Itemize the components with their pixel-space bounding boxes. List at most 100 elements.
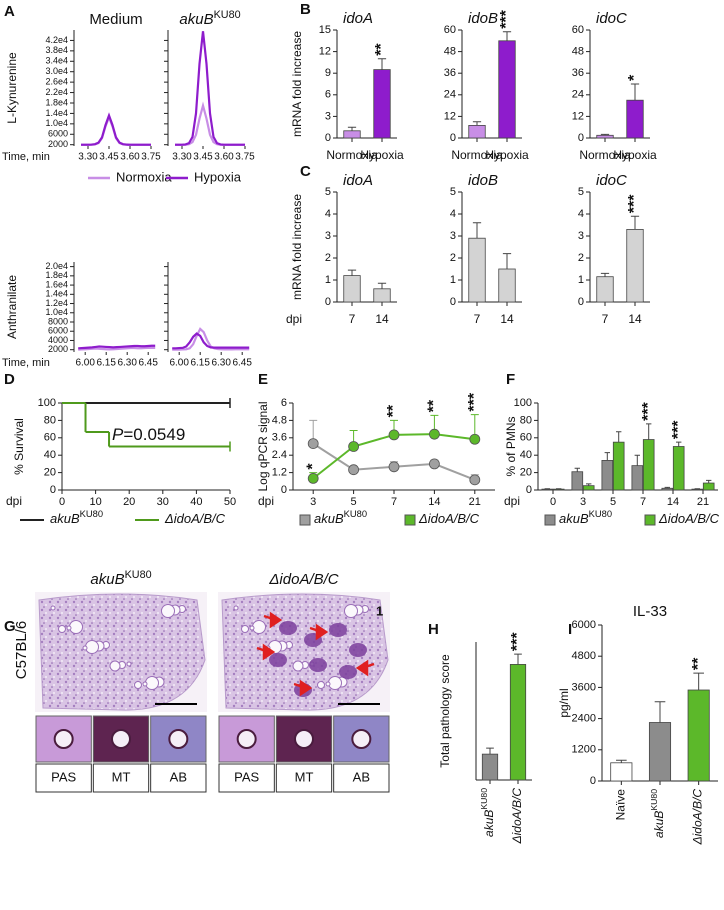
annotation-text: =0.0549 (123, 425, 185, 444)
y-tick-label: 3 (578, 230, 584, 242)
label-superscript: KU80 (214, 9, 241, 21)
arrow (263, 611, 283, 629)
y-tick-label: 1.8e4 (45, 97, 68, 107)
y-tick-label: 0 (450, 132, 456, 144)
y-tick-label: 36 (572, 67, 584, 79)
plot-title: IL-33 (633, 603, 667, 620)
y-tick-label: 5 (578, 186, 584, 198)
inset-airway (53, 729, 74, 749)
y-tick-label: 60 (444, 24, 456, 36)
x-tick-label: 6.15 (190, 358, 210, 369)
y-tick-label: 1 (450, 274, 456, 286)
x-tick-label: 7 (349, 312, 356, 326)
y-tick-label: 2 (578, 252, 584, 264)
bar (601, 460, 614, 491)
trace (172, 332, 250, 350)
bar (672, 446, 685, 491)
x-tick-label: 14 (375, 312, 389, 326)
panel-letter: C (300, 163, 311, 180)
y-tick-label: 1 (578, 274, 584, 286)
x-tick-label: 6.30 (211, 358, 231, 369)
error-bar (586, 483, 592, 486)
y-tick-label: 0 (325, 132, 331, 144)
inset-airway (294, 729, 314, 749)
bar (691, 488, 704, 491)
airway (58, 625, 66, 633)
bar (509, 664, 527, 781)
label-text: ΔidoA/B/C (510, 788, 524, 845)
x-tick-label: 3.45 (193, 152, 213, 163)
label-text: akuB (50, 511, 80, 526)
y-tick-label: 2 (450, 252, 456, 264)
x-tick-label: 21 (469, 496, 481, 508)
significance: * (626, 74, 643, 81)
bar (468, 237, 486, 303)
error-bar (347, 126, 357, 131)
stain-label: PAS (51, 769, 76, 784)
panel-letter: E (258, 371, 268, 388)
arrow (256, 643, 276, 661)
y-tick-label: 2000 (48, 344, 68, 354)
panel-letter: B (300, 1, 311, 18)
x-tick-label: 6.15 (96, 358, 116, 369)
x-tick-label: 7 (602, 312, 609, 326)
y-axis-label: % Survival (12, 418, 26, 475)
significance: *** (466, 392, 483, 411)
y-tick-label: 9 (325, 67, 331, 79)
error-bar (676, 441, 682, 447)
y-tick-label: 4 (578, 208, 584, 220)
x-tick-label: Hypoxia (360, 148, 404, 162)
bar (631, 465, 644, 491)
stain-box (92, 763, 150, 793)
bar (648, 722, 672, 782)
point (348, 441, 360, 452)
point (469, 433, 481, 445)
error-bar (472, 121, 482, 126)
airway (252, 620, 266, 634)
x-tick-label: 0 (550, 496, 556, 508)
x-axis-label: Time, min (2, 151, 50, 163)
y-tick-label: 5 (450, 186, 456, 198)
x-tick-label: akuBKU80 (649, 789, 666, 838)
legend-label: Normoxia (116, 169, 172, 184)
bar (552, 488, 565, 491)
bar (612, 441, 625, 491)
legend-label: Hypoxia (194, 169, 242, 184)
label-superscript: KU80 (479, 788, 489, 810)
point (348, 464, 360, 476)
bar (582, 485, 595, 491)
label-text: Medium (89, 11, 142, 28)
label-superscript: KU80 (80, 509, 103, 519)
y-tick-label: 20 (44, 467, 56, 479)
point (428, 428, 440, 440)
error-bar (600, 133, 610, 136)
x-tick-label: Hypoxia (613, 148, 657, 162)
bar (481, 753, 499, 781)
bar (468, 125, 486, 139)
y-tick-label: 60 (44, 432, 56, 444)
y-tick-label: 2.0e4 (45, 261, 68, 271)
panel-letter: D (4, 371, 15, 388)
error-bar (377, 58, 387, 70)
error-bar (693, 672, 704, 690)
y-axis-label: L-Kynurenine (5, 52, 19, 124)
x-tick-label: 14 (500, 312, 514, 326)
x-axis-label: Time, min (2, 357, 50, 369)
y-tick-label: 2.6e4 (45, 77, 68, 87)
y-axis-label: mRNA fold increase (290, 194, 304, 300)
lesion (349, 643, 367, 657)
y-tick-label: 1.4e4 (45, 289, 68, 299)
lesion (279, 621, 297, 635)
x-tick-label: Normoxia (579, 148, 631, 162)
significance: ** (690, 657, 707, 670)
bar (610, 762, 633, 782)
error-bar (616, 431, 622, 443)
bar (498, 268, 516, 303)
x-tick-label: Normoxia (326, 148, 378, 162)
bar (596, 134, 614, 139)
x-tick-label: ΔidoA/B/C (691, 789, 705, 846)
y-tick-label: 4.8 (272, 414, 287, 426)
legend-swatch (644, 514, 656, 526)
x-tick-label: 14 (428, 496, 440, 508)
